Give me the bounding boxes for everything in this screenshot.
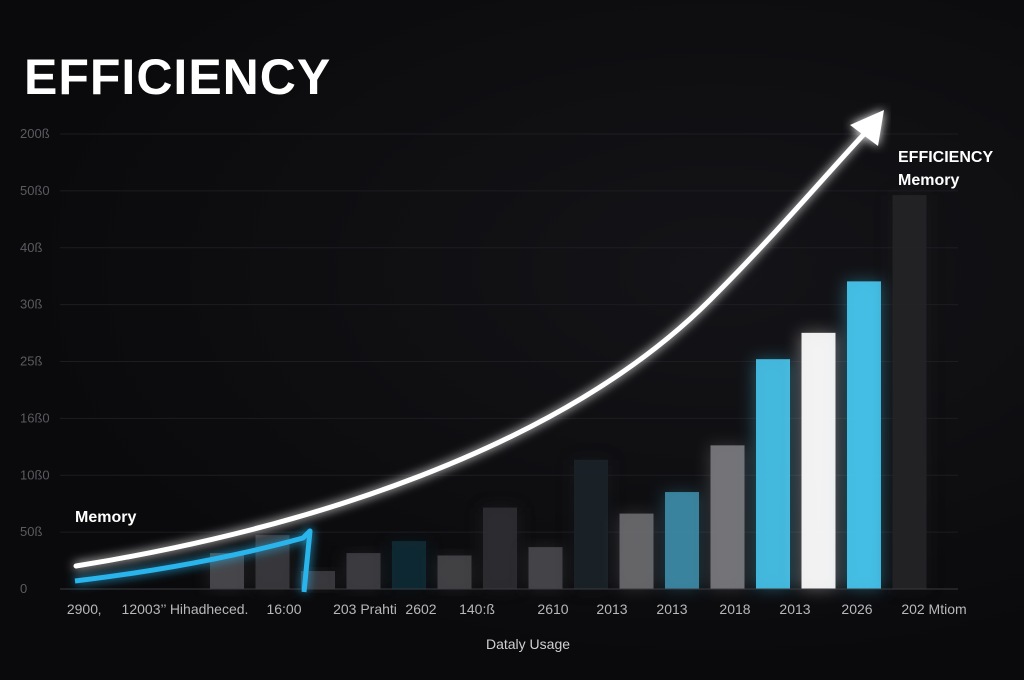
- bars-group: [208, 195, 929, 589]
- y-tick-label: 25ß: [20, 354, 42, 369]
- bar: [801, 332, 836, 589]
- bar: [619, 513, 654, 589]
- y-tick-label: 30ß: [20, 297, 42, 312]
- bar: [483, 507, 517, 589]
- arrow-head-icon: [850, 110, 884, 146]
- bar: [847, 281, 881, 589]
- bar: [301, 571, 335, 589]
- bar: [528, 547, 563, 589]
- y-tick-label: 50ß0: [20, 183, 50, 198]
- y-tick-label: 40ß: [20, 240, 42, 255]
- x-tick-label: 203 Prahti: [333, 601, 397, 617]
- x-tick-label: 2013: [596, 601, 627, 617]
- bar: [892, 195, 927, 589]
- y-axis-ticks: 0 50ß 10ß0 16ß0 25ß 30ß 40ß 50ß0 200ß: [20, 126, 50, 596]
- y-tick-label: 50ß: [20, 524, 42, 539]
- blue-trend-line: [74, 528, 313, 593]
- x-tick-label: 2602: [405, 601, 436, 617]
- bar: [392, 541, 426, 589]
- bar: [665, 492, 699, 589]
- x-tick-label: 12003’’ Hihadheced.: [122, 601, 249, 617]
- y-tick-label: 0: [20, 581, 27, 596]
- bar: [710, 445, 745, 589]
- y-tick-label: 200ß: [20, 126, 50, 141]
- chart-title: EFFICIENCY: [24, 49, 331, 105]
- x-tick-label: 2610: [537, 601, 568, 617]
- bar: [346, 553, 381, 589]
- x-tick-label: 2018: [719, 601, 750, 617]
- x-tick-label: 2900‚: [67, 601, 101, 617]
- x-tick-label: 140:ß: [459, 601, 495, 617]
- y-tick-label: 16ß0: [20, 410, 50, 425]
- x-tick-label: 16:00: [266, 601, 301, 617]
- bar: [574, 459, 608, 589]
- grid-lines: [60, 133, 958, 533]
- x-axis-label: Dataly Usage: [486, 636, 570, 652]
- end-annotation-line1: EFFICIENCY: [898, 149, 993, 166]
- x-tick-label: 202 Mtiom: [901, 601, 966, 617]
- bar: [756, 359, 790, 589]
- y-tick-label: 10ß0: [20, 467, 50, 482]
- bar: [437, 555, 472, 589]
- x-tick-label: 2013: [779, 601, 810, 617]
- end-annotation-line2: Memory: [898, 172, 959, 189]
- white-trend-arrow: [73, 129, 869, 569]
- start-annotation: Memory: [75, 509, 136, 526]
- x-tick-label: 2026: [841, 601, 872, 617]
- x-tick-label: 2013: [656, 601, 687, 617]
- x-axis-ticks: 2900‚ 12003’’ Hihadheced. 16:00 203 Prahti 2…: [67, 601, 967, 617]
